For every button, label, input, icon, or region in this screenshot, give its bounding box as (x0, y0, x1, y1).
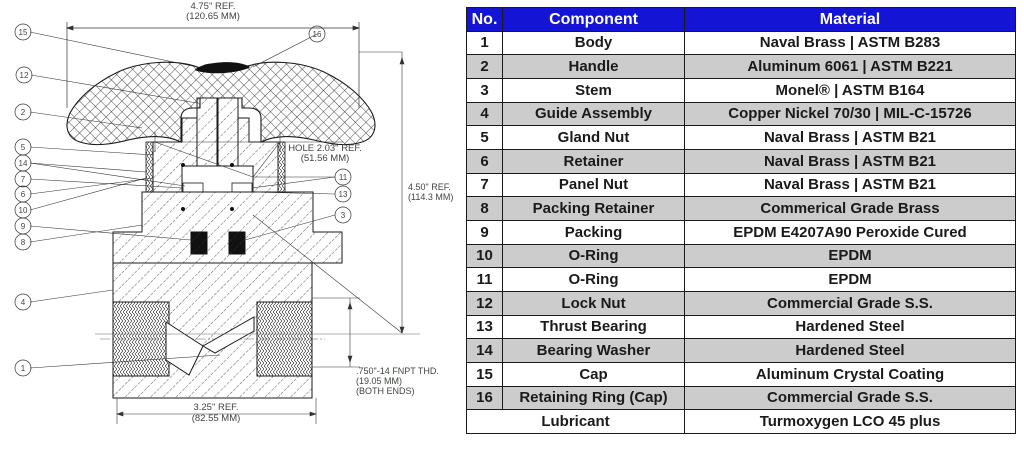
svg-text:1: 1 (21, 364, 26, 373)
svg-text:4: 4 (21, 298, 26, 307)
svg-text:3.25" REF.: 3.25" REF. (193, 402, 238, 413)
svg-text:3: 3 (341, 211, 346, 220)
svg-text:6: 6 (21, 190, 26, 199)
svg-text:15: 15 (19, 28, 28, 37)
svg-text:10: 10 (19, 206, 28, 215)
svg-text:8: 8 (21, 238, 26, 247)
svg-text:12: 12 (20, 71, 29, 80)
svg-text:9: 9 (21, 222, 26, 231)
svg-text:16: 16 (313, 30, 322, 39)
svg-text:14: 14 (19, 159, 28, 168)
svg-text:4.50" REF.: 4.50" REF. (408, 182, 451, 192)
svg-text:(82.55 MM): (82.55 MM) (192, 413, 241, 424)
svg-text:.750"-14 FNPT THD.: .750"-14 FNPT THD. (356, 366, 439, 376)
svg-text:(120.65 MM): (120.65 MM) (186, 11, 240, 22)
svg-text:7: 7 (21, 175, 26, 184)
svg-text:11: 11 (339, 173, 348, 182)
svg-text:(19.05 MM): (19.05 MM) (356, 376, 402, 386)
svg-text:5: 5 (21, 143, 26, 152)
svg-text:(114.3 MM): (114.3 MM) (408, 192, 453, 202)
svg-text:13: 13 (339, 190, 348, 199)
svg-text:(51.56 MM): (51.56 MM) (301, 153, 350, 164)
svg-text:2: 2 (21, 108, 26, 117)
svg-text:(BOTH ENDS): (BOTH ENDS) (356, 386, 415, 396)
